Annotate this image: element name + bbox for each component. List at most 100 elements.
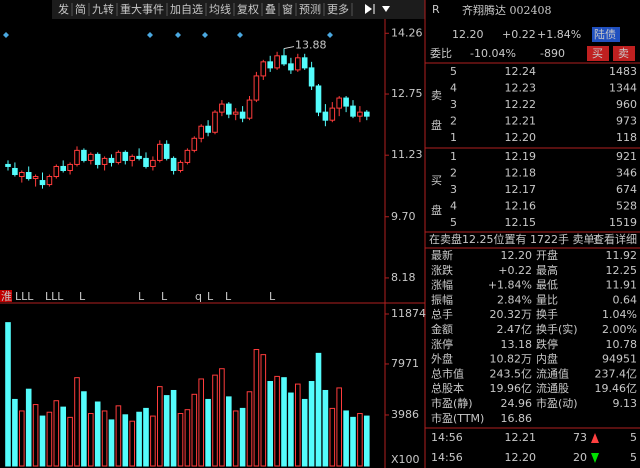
volume-bar xyxy=(5,322,11,467)
y-tick-label: 14.26 xyxy=(391,26,423,39)
toolbar-button[interactable]: 叠 xyxy=(265,3,276,16)
volume-bar xyxy=(74,377,80,467)
stat-value: 11.92 xyxy=(606,249,638,262)
ratio: -10.04% xyxy=(470,47,516,60)
candle-body xyxy=(67,163,73,171)
stat-label: 跌停 xyxy=(536,337,558,351)
book-volume: 1483 xyxy=(609,65,637,78)
book-price: 12.17 xyxy=(505,183,537,196)
event-marker: L xyxy=(269,290,276,303)
volume-bar xyxy=(288,392,294,467)
book-volume: 346 xyxy=(616,167,637,180)
candle-body xyxy=(308,67,315,87)
event-marker: q xyxy=(195,290,202,303)
stat-label: 外盘 xyxy=(431,352,453,366)
volume-bar xyxy=(260,354,267,467)
candle-body xyxy=(74,149,80,165)
trade-time: 14:56 xyxy=(431,451,463,464)
toolbar-button[interactable]: 九转 xyxy=(92,2,114,16)
candle-body xyxy=(46,176,53,186)
arrow-icon[interactable] xyxy=(365,4,372,14)
volume-bar xyxy=(191,393,198,467)
buy-button-label[interactable]: 买 xyxy=(592,47,603,60)
book-volume: 973 xyxy=(616,115,637,128)
notice-link[interactable]: 查看详细 xyxy=(593,232,637,246)
candle-body xyxy=(253,75,260,101)
candle-body xyxy=(329,107,336,121)
volume-bar xyxy=(322,389,329,467)
toolbar-button[interactable]: 预测 xyxy=(299,3,321,16)
toolbar-button[interactable]: 均线 xyxy=(209,2,231,16)
candle-body xyxy=(322,111,329,121)
notice: 在卖盘12.25位置有 1722手 卖单! xyxy=(429,232,599,246)
book-price: 12.20 xyxy=(505,131,537,144)
candle-body xyxy=(212,111,218,133)
trade-price: 12.20 xyxy=(505,451,537,464)
stat-label: 总股本 xyxy=(431,381,464,395)
event-diamond xyxy=(327,32,333,38)
toolbar-button[interactable]: 发 xyxy=(58,2,69,16)
stat-label: 涨幅 xyxy=(431,279,453,292)
candle-body xyxy=(239,111,246,119)
volume-bar xyxy=(246,391,253,467)
stat-value: 94951 xyxy=(602,353,637,366)
stat-value: 9.13 xyxy=(613,397,638,410)
volume-bar xyxy=(336,387,342,467)
volume-bar xyxy=(94,401,101,467)
volume-bar xyxy=(205,398,211,467)
book-price: 12.15 xyxy=(505,216,537,229)
volume-bar xyxy=(81,391,87,467)
stat-value: 19.96亿 xyxy=(490,382,533,395)
y-tick-label: 9.70 xyxy=(391,210,416,223)
y-tick-label: 12.75 xyxy=(391,87,423,100)
change: +0.22 xyxy=(502,28,536,41)
toolbar-button[interactable]: 复权 xyxy=(237,2,259,16)
toolbar-button[interactable]: 更多 xyxy=(327,2,349,16)
stat-label: 换手 xyxy=(536,307,558,321)
candle-body xyxy=(357,111,363,117)
candle-body xyxy=(25,171,32,180)
dropdown-icon[interactable] xyxy=(382,6,390,12)
volume-bar xyxy=(357,413,363,467)
toolbar-button[interactable]: 简 xyxy=(75,2,86,16)
event-marker: L xyxy=(138,290,145,303)
book-price: 12.19 xyxy=(505,150,537,163)
stat-label: 市盈(TTM) xyxy=(431,411,484,425)
candle-body xyxy=(246,99,253,119)
stat-label: 涨停 xyxy=(431,337,453,351)
volume-bar xyxy=(88,413,94,467)
stat-label: 最新 xyxy=(431,248,453,262)
stat-value: 12.20 xyxy=(501,249,533,262)
book-volume: 1344 xyxy=(609,82,637,95)
stat-label: 量比 xyxy=(536,293,558,306)
stat-value: 1.04% xyxy=(602,308,637,321)
toolbar-button[interactable]: 加自选 xyxy=(170,3,203,16)
book-level: 1 xyxy=(450,150,457,163)
event-marker: LLL xyxy=(45,290,64,303)
tag[interactable]: 陆债 xyxy=(594,27,616,41)
candle-body xyxy=(288,63,294,71)
book-price: 12.23 xyxy=(505,82,537,95)
volume-bar xyxy=(281,377,287,467)
event-diamond xyxy=(202,32,208,38)
volume-bar xyxy=(122,414,129,467)
volume-bar xyxy=(53,400,60,467)
event-diamond xyxy=(237,32,243,38)
book-volume: 118 xyxy=(616,131,637,144)
stat-value: 24.96 xyxy=(501,397,533,410)
sell-button-label[interactable]: 卖 xyxy=(618,47,629,60)
max-leader xyxy=(283,46,295,50)
tag-box[interactable] xyxy=(592,27,620,42)
volume-bar xyxy=(150,415,156,467)
toolbar-button[interactable]: 重大事件 xyxy=(120,2,164,16)
book-side: 盘 xyxy=(431,118,442,132)
toolbar-button[interactable]: 窗 xyxy=(282,2,293,16)
buy-button[interactable] xyxy=(587,46,609,61)
volume-bar xyxy=(315,352,322,467)
candle-body xyxy=(315,85,322,113)
volume-bar xyxy=(184,409,191,467)
sell-button[interactable] xyxy=(613,46,635,61)
volume-bar xyxy=(212,374,218,467)
toolbar xyxy=(0,0,425,19)
candle-body xyxy=(5,163,11,167)
